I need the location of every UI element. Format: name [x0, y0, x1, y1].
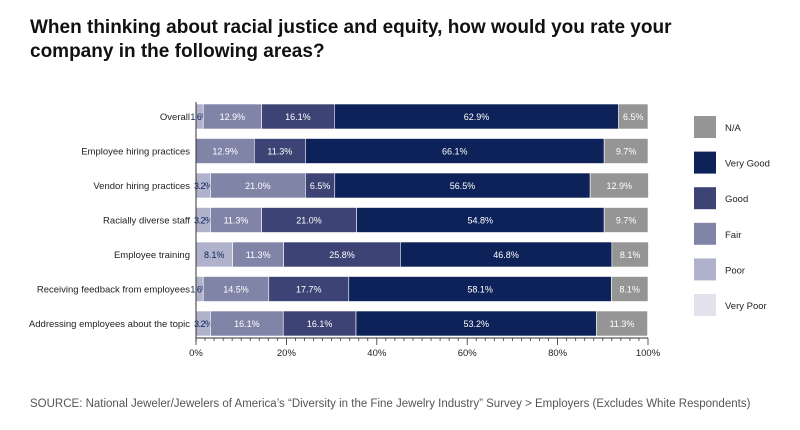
legend-label: N/A: [725, 123, 742, 134]
bar-segment: [603, 207, 649, 233]
data-label: 3.2%: [194, 181, 213, 191]
bar-segment: [603, 138, 649, 164]
data-label: 12.9%: [220, 112, 246, 122]
data-label: 3.2%: [194, 319, 213, 329]
data-label: 8.1%: [619, 285, 640, 295]
data-label: 46.8%: [493, 250, 519, 260]
legend-swatch: [694, 151, 716, 174]
data-label: 1.6%: [190, 112, 209, 122]
data-label: 17.7%: [296, 285, 322, 295]
data-label: 11.3%: [267, 147, 292, 157]
data-label: 54.8%: [468, 216, 494, 226]
bar-segment: [618, 103, 649, 130]
bar-segment: [348, 276, 612, 302]
legend-label: Good: [725, 194, 748, 205]
data-label: 16.1%: [234, 319, 260, 329]
category-label: Employee training: [114, 250, 190, 261]
x-tick-label: 100%: [636, 348, 661, 359]
bar-segment: [261, 207, 357, 233]
bar-segment: [202, 103, 262, 130]
source-note: SOURCE: National Jeweler/Jewelers of Ame…: [30, 398, 751, 410]
data-label: 66.1%: [442, 147, 468, 157]
bar-segment: [232, 241, 284, 268]
legend-swatch: [694, 294, 716, 316]
category-label: Vendor hiring practices: [93, 181, 190, 192]
bar-segment: [334, 172, 591, 199]
bar-segment: [400, 241, 613, 268]
data-label: 3.2%: [194, 216, 213, 226]
data-label: 16.1%: [307, 319, 333, 329]
bar-segment: [283, 241, 401, 268]
data-label: 8.1%: [204, 250, 225, 260]
x-tick-label: 0%: [189, 348, 203, 359]
data-label: 12.9%: [607, 181, 633, 191]
bar-segment: [210, 310, 284, 337]
data-label: 11.3%: [224, 216, 249, 226]
data-label: 12.9%: [212, 147, 238, 157]
bar-segment: [202, 276, 270, 302]
bar-segment: [355, 310, 597, 337]
bar-segment: [210, 172, 306, 199]
data-label: 21.0%: [296, 216, 322, 226]
bar-segment: [611, 276, 649, 302]
data-label: 56.5%: [450, 181, 476, 191]
data-label: 6.5%: [623, 112, 644, 122]
data-label: 8.1%: [620, 250, 641, 260]
chart-title: When thinking about racial justice and e…: [30, 17, 672, 62]
data-label: 6.5%: [310, 181, 331, 191]
x-tick-label: 40%: [367, 348, 387, 359]
bar-segment: [261, 103, 335, 130]
data-label: 11.3%: [246, 250, 271, 260]
category-label: Receiving feedback from employees: [37, 285, 190, 296]
x-tick-label: 60%: [458, 348, 478, 359]
data-label: 16.1%: [285, 112, 311, 122]
legend-swatch: [694, 116, 716, 138]
x-tick-label: 20%: [277, 348, 297, 359]
data-label: 25.8%: [329, 250, 355, 260]
legend-swatch: [694, 187, 716, 210]
x-tick-label: 80%: [548, 348, 568, 359]
data-label: 9.7%: [616, 147, 637, 157]
bar-segment: [305, 172, 336, 199]
legend-label: Very Poor: [725, 301, 767, 312]
category-label: Overall: [160, 112, 190, 123]
bar-segment: [268, 276, 350, 302]
bar-segment: [611, 241, 649, 268]
bar-segment: [356, 207, 605, 233]
data-label: 21.0%: [245, 181, 271, 191]
legend-label: Very Good: [725, 159, 770, 170]
data-label: 58.1%: [467, 285, 493, 295]
category-label: Employee hiring practices: [81, 147, 190, 158]
data-label: 14.5%: [223, 285, 249, 295]
legend-label: Fair: [725, 230, 741, 241]
legend-swatch: [694, 258, 716, 281]
data-label: 9.7%: [616, 216, 637, 226]
bar-segment: [305, 138, 605, 164]
legend-label: Poor: [725, 265, 745, 276]
category-label: Racially diverse staff: [103, 216, 190, 227]
bar-segment: [589, 172, 649, 199]
bar-segment: [596, 310, 648, 337]
category-label: Addressing employees about the topic: [29, 319, 190, 330]
data-label: 62.9%: [464, 112, 490, 122]
data-label: 53.2%: [463, 319, 489, 329]
legend-swatch: [694, 222, 716, 245]
bar-segment: [210, 207, 262, 233]
data-label: 11.3%: [610, 319, 635, 329]
bar-segment: [195, 138, 255, 164]
data-label: 1.6%: [190, 285, 209, 295]
